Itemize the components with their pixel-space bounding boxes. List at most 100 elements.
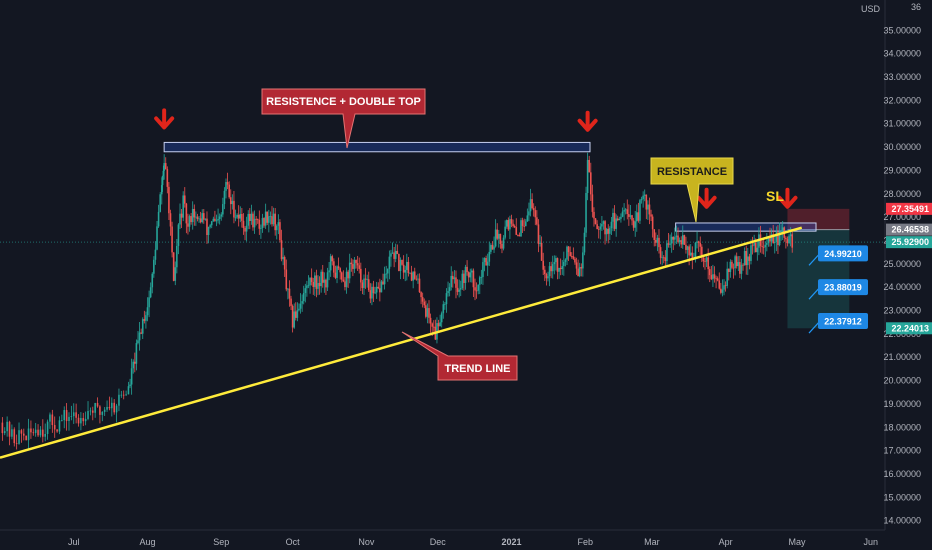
callout-resistance[interactable]: RESISTANCE (650, 157, 734, 223)
candle-body (277, 222, 280, 226)
candle-body (127, 386, 130, 395)
candle-body (580, 267, 583, 269)
candle-body (108, 406, 111, 409)
candle-body (207, 226, 210, 235)
candle-body (418, 278, 421, 293)
candle-body (558, 267, 560, 272)
candle-body (153, 259, 155, 274)
candle-body (773, 241, 776, 244)
candle-body (304, 288, 307, 293)
candle-body (65, 410, 68, 421)
candle-body (662, 257, 665, 259)
candle-body (469, 272, 472, 278)
callout-box (261, 88, 426, 149)
candle-body (134, 361, 136, 364)
candle-body (463, 273, 465, 283)
time-axis[interactable]: Jul Aug Sep Oct Nov Dec 2021 Feb Mar Apr May Jun (68, 537, 878, 547)
candle-body (498, 233, 500, 239)
candle-body (371, 286, 373, 299)
trend-line[interactable] (0, 226, 803, 459)
candle-body (777, 232, 779, 246)
target-label[interactable]: 23.88019 (808, 279, 868, 300)
candle-body (269, 216, 272, 218)
candle-body (166, 169, 169, 187)
price-tag-bg (886, 322, 932, 335)
candle-body (754, 242, 757, 253)
target-label[interactable]: 22.37912 (808, 313, 868, 334)
candle-body (637, 212, 640, 221)
candle-body (353, 259, 356, 269)
candle-body (336, 266, 338, 278)
candle-body (398, 253, 400, 272)
candle-body (510, 219, 513, 224)
candle-body (675, 235, 678, 238)
candle-body (340, 272, 343, 280)
candle-body (743, 251, 746, 266)
candle-body (302, 292, 305, 302)
candle-body (547, 276, 549, 279)
candle-body (42, 429, 44, 437)
candle-body (393, 252, 395, 259)
callout-trend-line[interactable]: TREND LINE (401, 331, 518, 381)
candle-body (534, 210, 537, 218)
candle-body (718, 280, 721, 289)
candle-body (775, 232, 778, 242)
candle-body (772, 234, 774, 244)
callout-resistence-double-top[interactable]: RESISTENCE + DOUBLE TOP (261, 88, 426, 149)
candle-body (188, 216, 191, 227)
candle-body (653, 229, 656, 240)
candle-body (582, 252, 584, 269)
candle-body (125, 394, 127, 396)
candle-body (157, 211, 160, 227)
price-axis[interactable]: 14.00000 15.00000 16.00000 17.00000 18.00000… (883, 2, 932, 526)
candle-body (396, 250, 399, 254)
candle-body (426, 308, 429, 317)
candle-body (413, 271, 416, 279)
candle-body (179, 213, 181, 225)
candle-body (734, 256, 736, 269)
candle-body (781, 227, 784, 232)
candle-body (177, 224, 180, 246)
candle-body (577, 268, 579, 277)
candle-body (480, 277, 483, 278)
candle-body (620, 216, 622, 219)
candle-body (236, 214, 238, 218)
candle-body (229, 197, 232, 205)
candle-body (556, 258, 559, 272)
candle-body (770, 234, 773, 242)
candle-body (141, 319, 144, 334)
resistance-zone-2[interactable] (675, 222, 817, 232)
candle-body (226, 182, 229, 185)
candle-body (659, 247, 662, 258)
candle-body (37, 429, 39, 436)
candle-body (241, 214, 243, 221)
candle-body (299, 303, 302, 309)
candle-body (70, 416, 73, 417)
candle-body (591, 194, 594, 212)
candle-body (570, 256, 573, 257)
candle-body (255, 218, 257, 220)
candle-body (542, 260, 545, 270)
candle-body (174, 267, 177, 281)
candle-body (615, 218, 617, 229)
candle-body (431, 323, 433, 327)
candle-body (386, 268, 389, 274)
y-tick-label: 29.00000 (883, 165, 921, 175)
candle-body (515, 227, 518, 235)
candle-body (769, 237, 771, 242)
target-box (818, 279, 868, 296)
candle-body (699, 242, 702, 247)
candle-body (713, 274, 716, 279)
candle-body (309, 277, 311, 286)
candle-body (447, 291, 449, 294)
candle-body (20, 430, 23, 434)
resistance-zone-1[interactable] (163, 141, 591, 153)
candle-body (140, 332, 142, 334)
target-label[interactable]: 24.99210 (808, 245, 868, 266)
candle-body (344, 281, 346, 288)
candle-body (132, 361, 135, 369)
candle-body (423, 301, 426, 306)
candle-body (261, 218, 264, 228)
